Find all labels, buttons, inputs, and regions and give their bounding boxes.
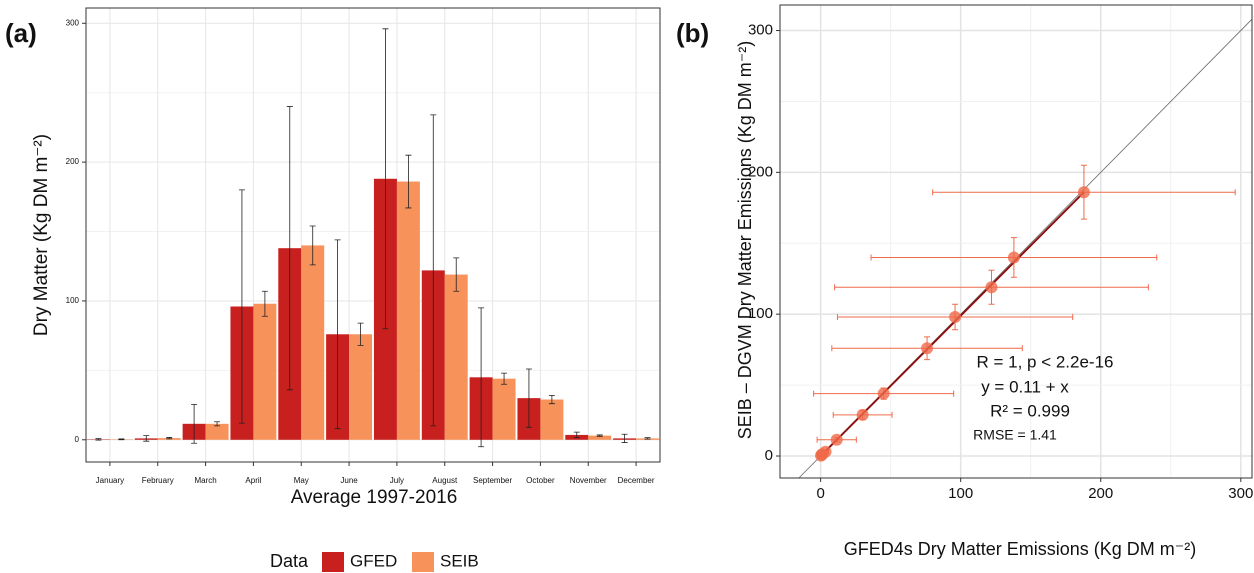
y-axis-label: SEIB – DGVM Dry Matter Emissions (Kg DM … bbox=[735, 41, 755, 440]
y-tick-label: 300 bbox=[748, 21, 773, 38]
bar bbox=[588, 435, 612, 440]
x-tick-label: 200 bbox=[1088, 485, 1113, 502]
legend-swatch bbox=[322, 552, 344, 572]
error-bar bbox=[382, 28, 389, 330]
point bbox=[1007, 251, 1020, 264]
point bbox=[949, 311, 962, 324]
y-tick-label: 300 bbox=[66, 18, 80, 27]
error-bar bbox=[261, 290, 268, 317]
bar bbox=[540, 399, 564, 440]
bar bbox=[253, 303, 277, 440]
x-tick-label: August bbox=[432, 476, 458, 485]
x-tick-label: April bbox=[245, 476, 261, 485]
error-bar bbox=[214, 421, 221, 427]
error-bar bbox=[95, 438, 102, 441]
error-bar bbox=[525, 368, 532, 428]
error-bar bbox=[478, 307, 485, 448]
x-tick-label: March bbox=[194, 476, 216, 485]
error-bar bbox=[405, 154, 412, 209]
panel-label: (b) bbox=[676, 18, 709, 48]
x-tick-label: July bbox=[390, 476, 404, 485]
point bbox=[1077, 186, 1090, 199]
y-tick-label: 0 bbox=[765, 447, 773, 464]
legend-label: SEIB bbox=[440, 551, 479, 570]
x-tick-label: December bbox=[618, 476, 655, 485]
x-tick-label: October bbox=[526, 476, 555, 485]
annotation: R² = 0.999 bbox=[990, 401, 1070, 420]
legend-swatch bbox=[412, 552, 434, 572]
error-bar bbox=[118, 438, 125, 441]
error-bar bbox=[573, 431, 580, 439]
error-bar bbox=[501, 372, 508, 385]
legend-title: Data bbox=[270, 551, 309, 571]
bar bbox=[301, 245, 325, 440]
x-tick-label: 300 bbox=[1228, 485, 1253, 502]
bar bbox=[205, 423, 229, 440]
point bbox=[830, 433, 843, 446]
error-bar bbox=[166, 437, 173, 440]
error-bar bbox=[621, 433, 628, 443]
error-bar bbox=[309, 225, 316, 266]
point bbox=[877, 387, 890, 400]
bar bbox=[396, 181, 420, 440]
error-bar bbox=[191, 403, 198, 444]
y-axis-label: Dry Matter (Kg DM m⁻²) bbox=[31, 134, 52, 336]
annotation: R = 1, p < 2.2e-16 bbox=[976, 352, 1113, 371]
error-bar bbox=[548, 394, 555, 405]
error-bar bbox=[334, 239, 341, 430]
bar bbox=[444, 274, 468, 440]
x-tick-label: September bbox=[473, 476, 512, 485]
plot-border bbox=[85, 7, 661, 463]
bar bbox=[492, 378, 516, 440]
error-bar bbox=[143, 435, 150, 442]
y-tick-label: 200 bbox=[748, 163, 773, 180]
x-tick-label: June bbox=[340, 476, 358, 485]
error-bar bbox=[286, 106, 293, 391]
legend-label: GFED bbox=[350, 551, 397, 570]
point bbox=[985, 281, 998, 294]
y-tick-label: 200 bbox=[66, 157, 80, 166]
error-bar bbox=[430, 114, 437, 427]
y-tick-label: 100 bbox=[748, 305, 773, 322]
x-tick-label: January bbox=[96, 476, 124, 485]
error-bar bbox=[596, 434, 603, 437]
x-axis-label: Average 1997-2016 bbox=[291, 487, 458, 508]
panel-label: (a) bbox=[5, 18, 37, 48]
error-bar bbox=[644, 437, 651, 440]
plot-background bbox=[86, 8, 660, 462]
point bbox=[921, 342, 934, 355]
annotation: RMSE = 1.41 bbox=[973, 427, 1057, 443]
error-bar bbox=[238, 189, 245, 424]
x-tick-label: February bbox=[142, 476, 174, 485]
point bbox=[816, 448, 829, 461]
x-tick-label: 0 bbox=[816, 485, 824, 502]
x-tick-label: May bbox=[294, 476, 309, 485]
plot-border bbox=[779, 4, 1253, 479]
bar bbox=[349, 334, 373, 440]
x-tick-label: November bbox=[570, 476, 607, 485]
x-axis-label: GFED4s Dry Matter Emissions (Kg DM m⁻²) bbox=[844, 539, 1197, 559]
y-tick-label: 100 bbox=[66, 296, 80, 305]
error-bar bbox=[357, 322, 364, 346]
x-tick-label: 100 bbox=[948, 485, 973, 502]
error-bar bbox=[453, 257, 460, 292]
annotation: y = 0.11 + x bbox=[981, 377, 1069, 396]
point bbox=[856, 408, 869, 421]
y-tick-label: 0 bbox=[75, 435, 80, 444]
